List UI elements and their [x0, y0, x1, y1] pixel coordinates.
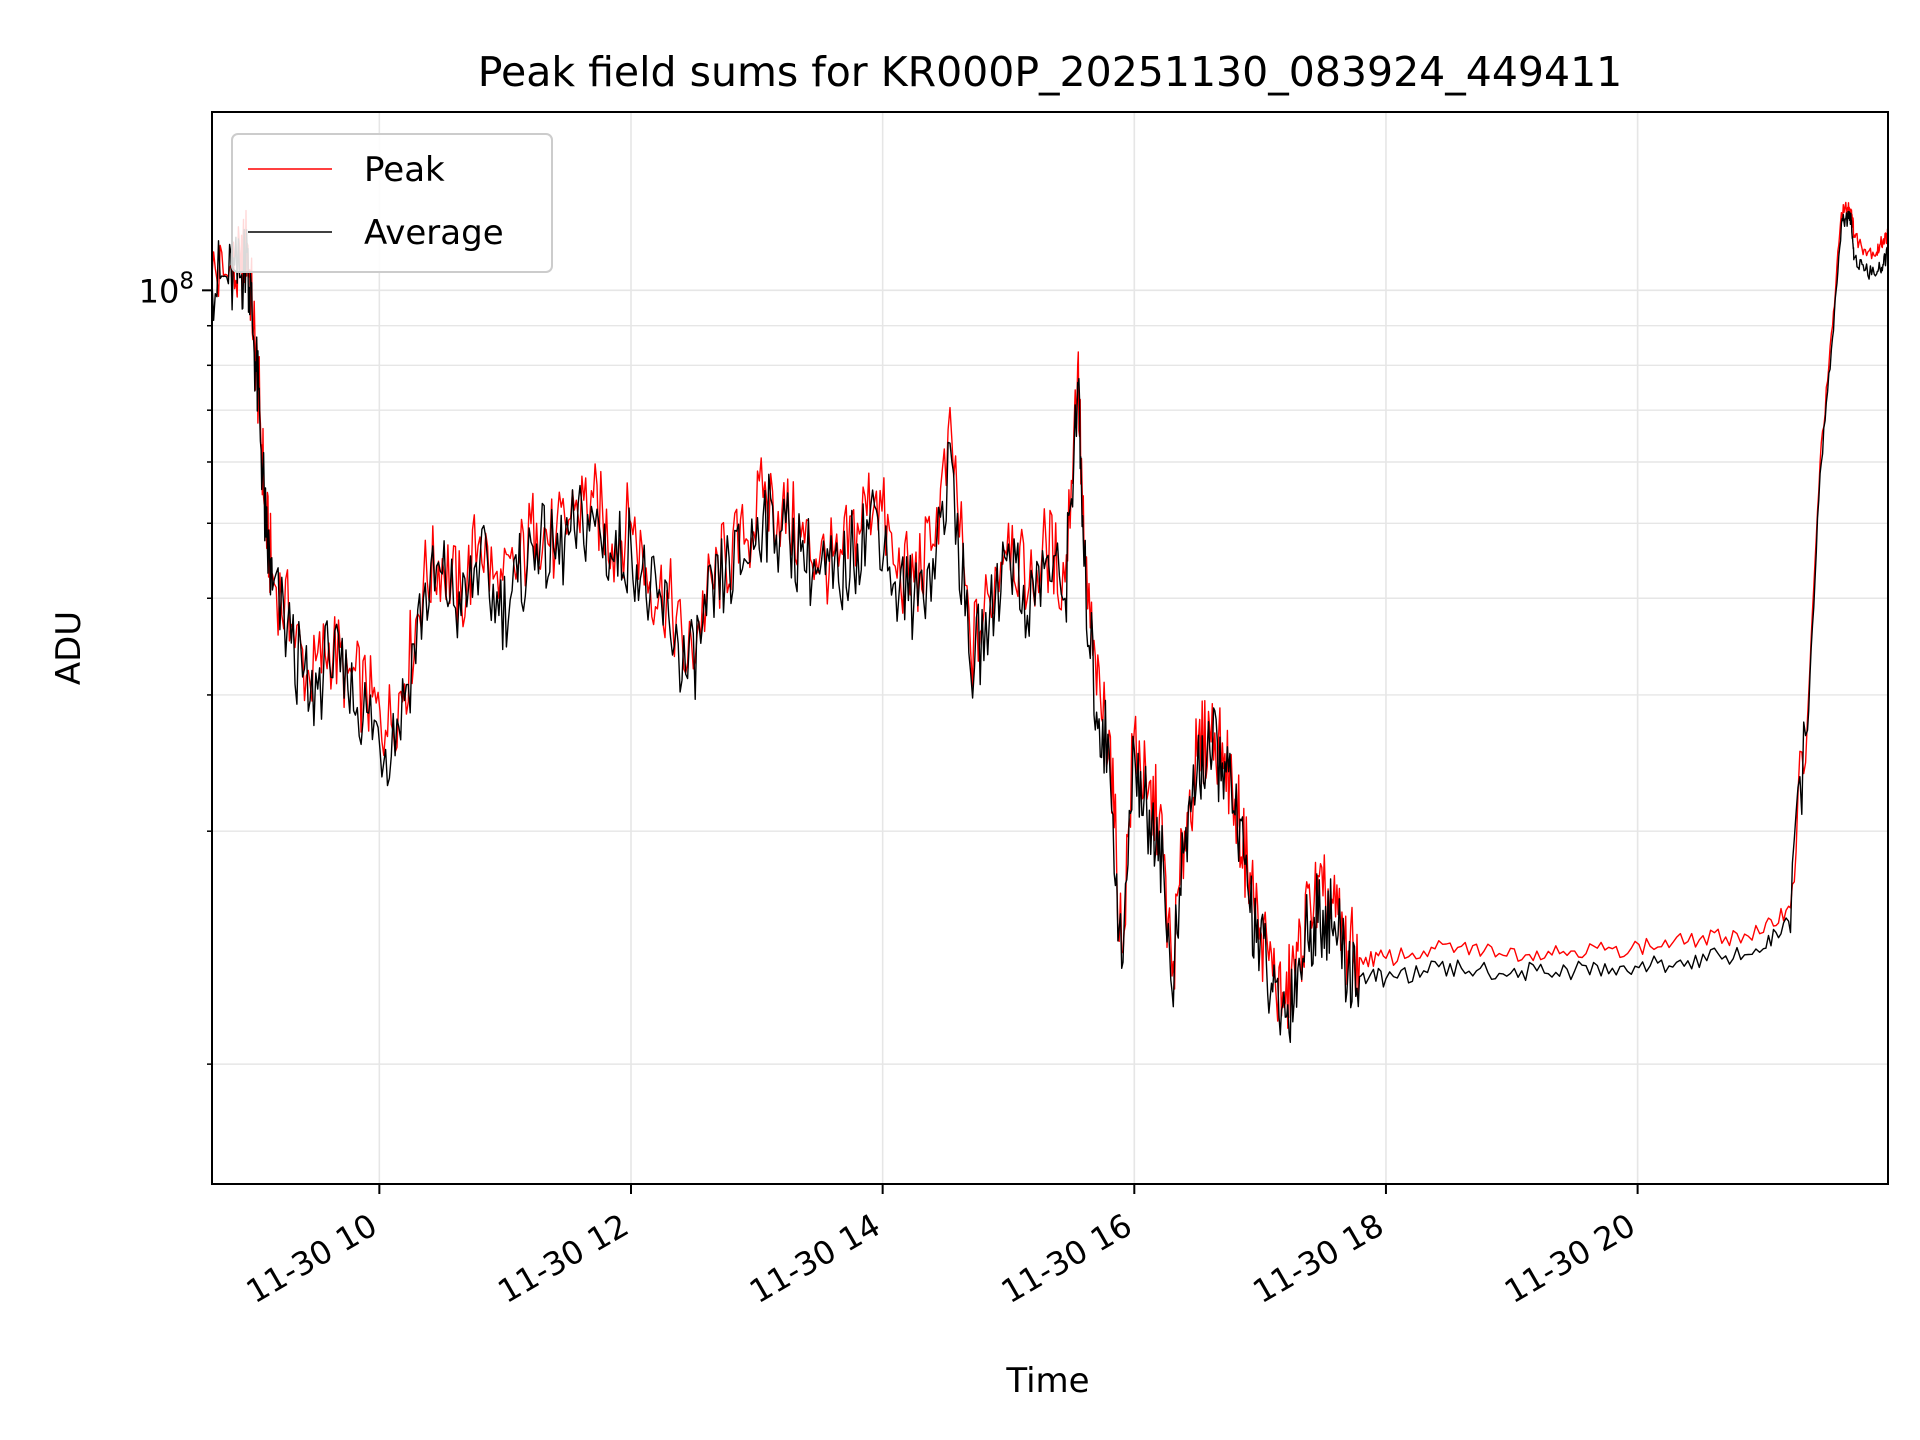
- chart-title: Peak field sums for KR000P_20251130_0839…: [478, 48, 1623, 96]
- legend-peak-label: Peak: [364, 150, 445, 190]
- x-axis-label: Time: [1005, 1361, 1089, 1401]
- plot-area: [212, 201, 1888, 1043]
- y-axis-label: ADU: [49, 611, 89, 685]
- legend-average-label: Average: [364, 213, 504, 253]
- y-major-tick-label: 108: [139, 268, 194, 310]
- series-layer: [212, 201, 1888, 1043]
- series-line-peak: [212, 201, 1888, 1029]
- legend: Peak Average: [231, 133, 553, 273]
- plot-frame: [211, 111, 1889, 1185]
- series-line-average: [212, 210, 1888, 1043]
